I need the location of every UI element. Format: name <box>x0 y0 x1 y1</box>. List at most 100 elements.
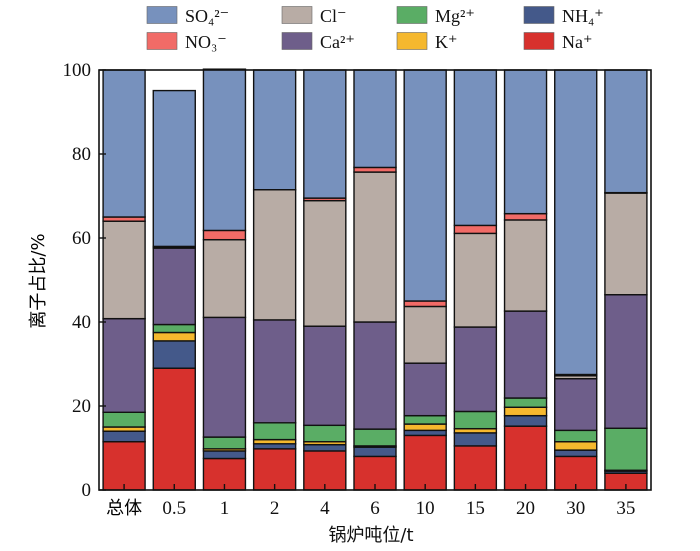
legend-swatch-cl <box>281 6 313 24</box>
bar-item-nh4 <box>102 430 146 443</box>
bar-stack-30 <box>554 69 598 491</box>
bar-stack-6 <box>353 69 397 491</box>
bar-stack-4 <box>303 69 347 491</box>
x-tick-label-2: 2 <box>270 498 280 519</box>
bar-4-mg2 <box>303 424 347 443</box>
legend-swatch-nh4 <box>523 6 555 24</box>
legend-label-k: K⁺ <box>435 32 458 52</box>
bar-2-nh4 <box>252 443 297 450</box>
bar-2-ca2 <box>252 319 297 424</box>
bar-20-no3 <box>503 212 548 221</box>
bar-6-so42 <box>353 69 397 169</box>
bar-1-cl <box>202 238 247 319</box>
bar-10-so42 <box>403 69 447 302</box>
x-tick-label-4: 4 <box>320 498 330 519</box>
legend-item-no3: NO₃⁻ <box>146 32 227 52</box>
bar-10-no3 <box>403 300 447 308</box>
bar-item-na <box>102 441 146 491</box>
y-tick-label-20: 20 <box>72 396 91 417</box>
bar-0-5-nh4 <box>152 340 196 369</box>
legend-swatch-ca2 <box>281 32 313 50</box>
bar-10-ca2 <box>403 362 447 417</box>
bar-15-ca2 <box>453 326 498 413</box>
x-axis: 总体 0.5 1 2 4 6 10 15 20 30 35 <box>106 484 635 519</box>
legend: SO₄²⁻ Cl⁻ Mg²⁺ NH₄⁺ NO₃⁻ Ca²⁺ K⁺ Na⁺ <box>146 6 604 52</box>
x-tick-label-item: 总体 <box>106 498 142 519</box>
legend-swatch-no3 <box>146 32 178 50</box>
bar-0-5-na <box>152 367 196 491</box>
bar-10-nh4 <box>403 429 447 437</box>
bar-0-5-k <box>152 331 196 342</box>
x-tick-label-15: 15 <box>466 498 485 519</box>
legend-item-cl: Cl⁻ <box>281 6 347 26</box>
x-tick-label-20: 20 <box>516 498 535 519</box>
bar-20-k <box>503 406 548 417</box>
legend-swatch-mg2 <box>396 6 428 24</box>
bar-15-so42 <box>453 69 498 227</box>
legend-label-cl: Cl⁻ <box>320 6 347 26</box>
legend-item-so42: SO₄²⁻ <box>146 6 229 26</box>
x-axis-title: 锅炉吨位/t <box>328 525 413 546</box>
bar-2-na <box>252 448 297 491</box>
bar-6-ca2 <box>353 321 397 430</box>
bar-item-ca2 <box>102 317 146 414</box>
x-tick-label-1: 1 <box>220 498 230 519</box>
bar-20-cl <box>503 219 548 312</box>
y-axis: 0 20 40 60 80 100 <box>63 60 106 501</box>
bar-0-5-so42 <box>152 89 196 248</box>
bar-30-nh4 <box>554 449 598 458</box>
legend-label-mg2: Mg²⁺ <box>435 6 475 26</box>
bar-10-mg2 <box>403 414 447 425</box>
legend-item-mg2: Mg²⁺ <box>396 6 475 26</box>
bar-30-so42 <box>554 69 598 376</box>
x-tick-label-30: 30 <box>566 498 585 519</box>
bar-15-nh4 <box>453 432 498 447</box>
y-tick-label-80: 80 <box>72 144 91 165</box>
x-tick-label-35: 35 <box>616 498 635 519</box>
legend-item-ca2: Ca²⁺ <box>281 32 355 52</box>
bar-35-ca2 <box>604 294 648 429</box>
x-tick-label-6: 6 <box>370 498 380 519</box>
bar-35-so42 <box>604 69 648 194</box>
y-tick-label-100: 100 <box>63 60 92 81</box>
bar-stack-item <box>102 69 146 491</box>
y-tick-label-40: 40 <box>72 312 91 333</box>
bar-6-nh4 <box>353 446 397 458</box>
x-tick-label-0-5: 0.5 <box>162 498 186 519</box>
bar-1-mg2 <box>202 436 247 450</box>
bar-30-ca2 <box>554 378 598 432</box>
y-tick-label-60: 60 <box>72 228 91 249</box>
bar-15-cl <box>453 232 498 328</box>
bar-10-k <box>403 423 447 432</box>
legend-swatch-so42 <box>146 6 178 24</box>
bar-stack-2 <box>252 69 297 491</box>
bar-stack-35 <box>604 69 648 491</box>
bar-stack-15 <box>453 69 498 491</box>
legend-item-nh4: NH₄⁺ <box>523 6 604 26</box>
bar-6-mg2 <box>353 428 397 447</box>
bar-10-cl <box>403 305 447 364</box>
legend-label-no3: NO₃⁻ <box>185 32 227 52</box>
bar-stack-0-5 <box>152 89 196 491</box>
bar-4-ca2 <box>303 325 347 427</box>
bar-30-mg2 <box>554 429 598 443</box>
bar-stack-20 <box>503 69 548 491</box>
bar-1-no3 <box>202 229 247 241</box>
bar-0-5-ca2 <box>152 247 196 326</box>
bar-2-mg2 <box>252 422 297 441</box>
bar-20-nh4 <box>503 414 548 427</box>
legend-label-so42: SO₄²⁻ <box>185 6 229 26</box>
legend-swatch-na <box>523 32 555 50</box>
bar-20-so42 <box>503 69 548 215</box>
legend-swatch-k <box>396 32 428 50</box>
bar-item-so42 <box>102 69 146 218</box>
y-axis-title: 离子占比/% <box>28 233 49 328</box>
bar-0-5-mg2 <box>152 323 196 334</box>
legend-label-na: Na⁺ <box>562 32 593 52</box>
plot-area <box>98 68 652 491</box>
bar-20-na <box>503 425 548 491</box>
x-tick-label-10: 10 <box>416 498 435 519</box>
bar-30-k <box>554 441 598 451</box>
bar-10-na <box>403 434 447 491</box>
